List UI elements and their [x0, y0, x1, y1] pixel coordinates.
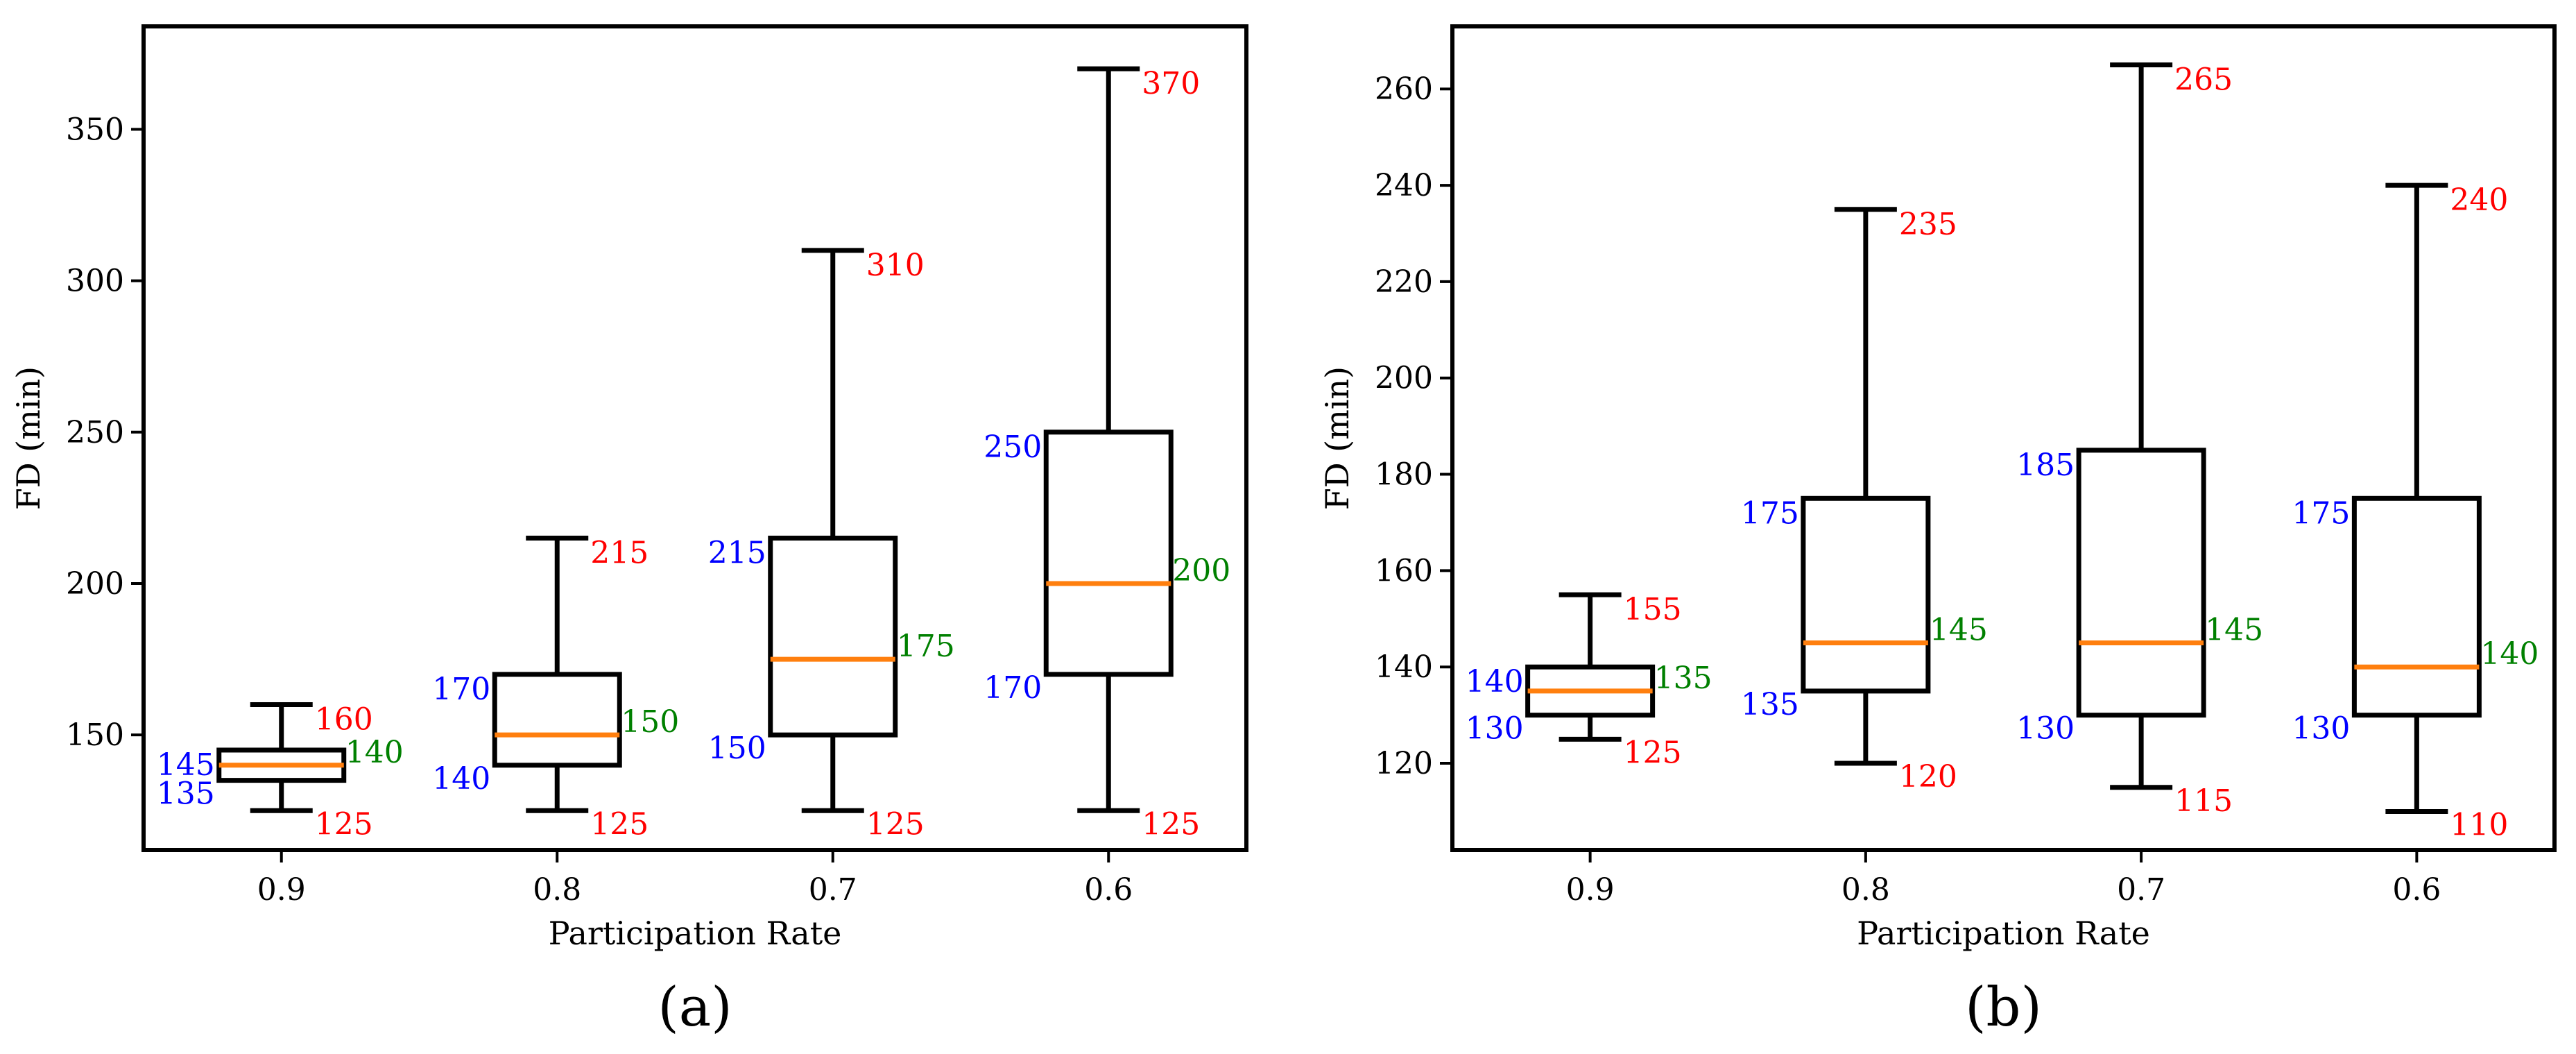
- q3-label: 215: [708, 536, 766, 571]
- y-tick-label: 200: [1375, 361, 1433, 396]
- panel-label: (a): [658, 976, 732, 1039]
- box-0.7: 310 125 175 215 150: [708, 248, 955, 842]
- y-tick-label: 300: [66, 264, 124, 299]
- min-label: 125: [590, 806, 649, 842]
- x-axis-label: Participation Rate: [1857, 915, 2150, 952]
- y-tick-label: 120: [1375, 746, 1433, 781]
- max-label: 235: [1899, 207, 1957, 242]
- y-tick-label: 240: [1375, 168, 1433, 203]
- y-tick-label: 260: [1375, 71, 1433, 107]
- q1-label: 130: [1466, 711, 1524, 747]
- y-axis-label: FD (min): [1319, 366, 1356, 510]
- q1-label: 135: [157, 776, 215, 812]
- iqr-box: [768, 536, 898, 738]
- max-label: 310: [866, 248, 925, 283]
- max-label: 265: [2174, 62, 2233, 98]
- median-label: 200: [1172, 553, 1230, 588]
- median-label: 145: [2205, 613, 2263, 648]
- box-0.6: 240 110 140 175 130: [2292, 182, 2539, 842]
- iqr-box: [2351, 495, 2482, 718]
- min-label: 125: [315, 806, 373, 842]
- iqr-box: [1801, 495, 1931, 694]
- iqr-box: [2076, 448, 2206, 718]
- x-tick-label: 0.6: [1084, 872, 1133, 908]
- plot-frame: [141, 24, 1248, 852]
- x-tick-label: 0.9: [1566, 872, 1615, 908]
- box-0.6: 370 125 200 250 170: [984, 66, 1230, 842]
- max-label: 160: [315, 702, 373, 738]
- q3-label: 250: [984, 430, 1042, 465]
- x-tick-label: 0.8: [533, 872, 581, 908]
- median-label: 150: [621, 704, 679, 740]
- y-tick-label: 350: [66, 112, 124, 147]
- median-label: 175: [897, 629, 955, 664]
- x-tick-label: 0.8: [1841, 872, 1890, 908]
- q3-label: 175: [2292, 495, 2350, 531]
- min-label: 120: [1899, 759, 1957, 794]
- x-tick-label: 0.6: [2392, 872, 2441, 908]
- x-axis-label: Participation Rate: [549, 915, 842, 952]
- y-tick-label: 160: [1375, 553, 1433, 588]
- x-tick-label: 0.7: [2117, 872, 2165, 908]
- max-label: 370: [1142, 66, 1200, 101]
- q1-label: 130: [2292, 711, 2350, 747]
- x-tick-label: 0.9: [257, 872, 306, 908]
- y-tick-label: 180: [1375, 457, 1433, 493]
- y-axis-label: FD (min): [10, 366, 47, 510]
- box-0.8: 215 125 150 170 140: [432, 536, 679, 842]
- median-label: 135: [1654, 661, 1712, 696]
- iqr-box: [1043, 430, 1174, 677]
- iqr-box: [492, 672, 622, 768]
- y-tick-label: 220: [1375, 264, 1433, 300]
- min-label: 110: [2450, 807, 2508, 842]
- q1-label: 170: [984, 670, 1042, 706]
- y-tick-label: 250: [66, 415, 124, 450]
- plot-frame: [1450, 24, 2557, 852]
- x-tick-label: 0.7: [809, 872, 857, 908]
- min-label: 125: [866, 806, 925, 842]
- q1-label: 140: [432, 761, 490, 797]
- q1-label: 130: [2016, 711, 2075, 747]
- median-label: 140: [2480, 636, 2539, 672]
- max-label: 215: [590, 536, 649, 571]
- q3-label: 140: [1466, 664, 1524, 699]
- panel-label: (b): [1965, 976, 2042, 1039]
- q1-label: 135: [1741, 687, 1799, 722]
- min-label: 125: [1142, 806, 1200, 842]
- median-label: 145: [1930, 613, 1988, 648]
- q3-label: 170: [432, 672, 490, 707]
- y-tick-label: 150: [66, 717, 124, 753]
- box-0.9: 155 125 135 140 130: [1466, 592, 1712, 770]
- max-label: 240: [2450, 182, 2508, 218]
- q3-label: 175: [1741, 495, 1799, 531]
- max-label: 155: [1624, 592, 1682, 627]
- q1-label: 150: [708, 731, 766, 766]
- q3-label: 185: [2016, 448, 2075, 483]
- y-tick-label: 140: [1375, 649, 1433, 685]
- y-tick-label: 200: [66, 566, 124, 602]
- min-label: 115: [2174, 783, 2233, 819]
- q3-label: 145: [157, 747, 215, 783]
- box-0.8: 235 120 145 175 135: [1741, 207, 1988, 794]
- box-0.7: 265 115 145 185 130: [2016, 62, 2263, 819]
- median-label: 140: [345, 735, 404, 770]
- min-label: 125: [1624, 735, 1682, 770]
